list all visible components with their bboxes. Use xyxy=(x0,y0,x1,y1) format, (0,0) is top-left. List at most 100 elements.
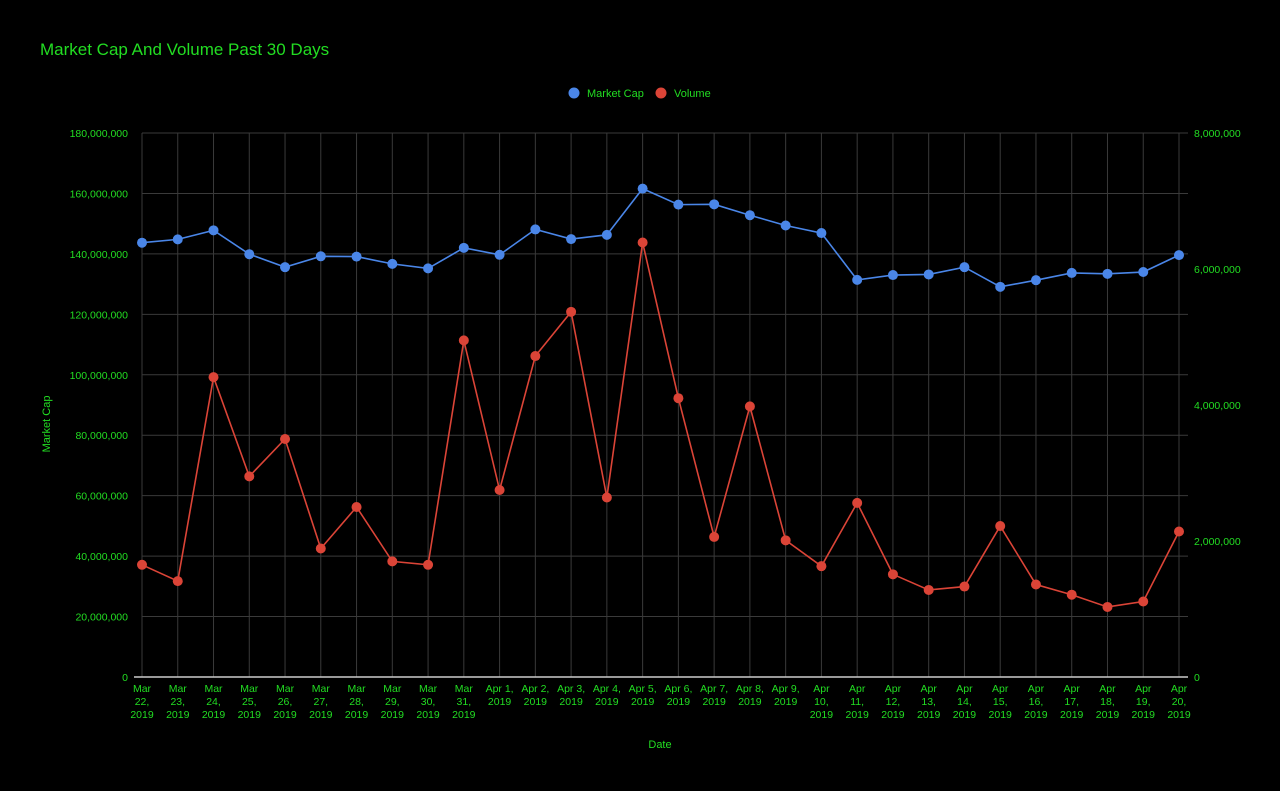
data-point xyxy=(709,199,720,210)
y2-tick-label: 2,000,000 xyxy=(1194,536,1241,548)
data-point xyxy=(709,531,720,542)
data-point xyxy=(494,485,505,495)
y-tick-label: 40,000,000 xyxy=(75,551,128,563)
data-point xyxy=(351,251,362,262)
data-point xyxy=(637,237,648,248)
data-point xyxy=(1174,526,1184,537)
x-tick-label: Apr 13, 2019 xyxy=(917,683,941,721)
data-point xyxy=(208,372,219,383)
y-tick-label: 100,000,000 xyxy=(70,370,129,382)
data-point xyxy=(1066,267,1077,278)
x-tick-label: Apr 15, 2019 xyxy=(989,683,1013,721)
data-point xyxy=(208,225,219,236)
data-point xyxy=(1102,268,1113,279)
data-point xyxy=(458,335,469,346)
data-point xyxy=(601,229,612,240)
x-tick-label: Apr 2, 2019 xyxy=(521,683,549,708)
data-point xyxy=(387,258,398,269)
data-point xyxy=(780,535,791,546)
x-tick-label: Apr 8, 2019 xyxy=(736,683,764,708)
data-point xyxy=(494,249,505,260)
series-line xyxy=(141,242,1180,608)
data-point xyxy=(887,270,898,281)
data-point xyxy=(816,228,827,239)
x-tick-label: Mar 24, 2019 xyxy=(202,683,226,721)
x-tick-label: Mar 25, 2019 xyxy=(238,683,262,721)
data-point xyxy=(959,262,970,273)
series-lines xyxy=(141,187,1180,608)
y2-tick-label: 8,000,000 xyxy=(1194,128,1241,140)
data-point xyxy=(137,237,147,248)
data-point xyxy=(280,434,291,444)
data-point xyxy=(1138,596,1149,607)
y-tick-label: 60,000,000 xyxy=(75,491,128,503)
series-points xyxy=(137,183,1184,612)
data-point xyxy=(995,281,1006,292)
data-point xyxy=(852,497,863,508)
data-point xyxy=(959,581,970,592)
data-point xyxy=(530,224,541,235)
data-point xyxy=(530,351,541,362)
data-point xyxy=(816,561,827,572)
y-axis-title: Market Cap xyxy=(41,396,53,453)
data-point xyxy=(1030,275,1041,286)
y-tick-label: 120,000,000 xyxy=(70,309,129,321)
x-tick-label: Mar 26, 2019 xyxy=(273,683,297,721)
x-tick-label: Apr 14, 2019 xyxy=(953,683,977,721)
data-point xyxy=(280,262,291,273)
data-point xyxy=(673,199,684,210)
legend-marker xyxy=(655,87,667,99)
axes: 0 20,000,000 40,000,000 60,000,000 80,000,00… xyxy=(70,128,1241,721)
y2-tick-label: 6,000,000 xyxy=(1194,264,1241,276)
data-point xyxy=(744,401,755,412)
data-point xyxy=(423,559,434,570)
data-point xyxy=(172,576,183,587)
x-tick-label: Mar 27, 2019 xyxy=(309,683,333,721)
y-tick-label: 160,000,000 xyxy=(70,188,129,200)
chart-title: Market Cap And Volume Past 30 Days xyxy=(40,40,330,59)
y2-tick-label: 4,000,000 xyxy=(1194,400,1241,412)
x-tick-label: Mar 28, 2019 xyxy=(345,683,369,721)
data-point xyxy=(637,183,648,194)
x-tick-label: Apr 12, 2019 xyxy=(881,683,905,721)
x-tick-label: Apr 16, 2019 xyxy=(1024,683,1048,721)
x-tick-label: Apr 10, 2019 xyxy=(810,683,834,721)
data-point xyxy=(351,502,362,512)
x-tick-label: Apr 11, 2019 xyxy=(845,683,869,721)
y-tick-label: 180,000,000 xyxy=(70,128,129,140)
data-point xyxy=(423,263,434,274)
x-tick-label: Apr 6, 2019 xyxy=(664,683,692,708)
x-tick-label: Apr 17, 2019 xyxy=(1060,683,1084,721)
data-point xyxy=(995,521,1006,532)
x-tick-label: Mar 31, 2019 xyxy=(452,683,476,721)
data-point xyxy=(1030,579,1041,590)
data-point xyxy=(172,234,183,245)
y-tick-label: 20,000,000 xyxy=(75,612,128,624)
data-point xyxy=(244,471,255,482)
data-point xyxy=(458,242,469,253)
data-point xyxy=(137,559,147,570)
y-tick-label: 80,000,000 xyxy=(75,430,128,442)
x-tick-label: Mar 30, 2019 xyxy=(416,683,440,721)
x-tick-label: Mar 29, 2019 xyxy=(381,683,405,721)
data-point xyxy=(315,251,326,262)
x-axis-title: Date xyxy=(648,739,671,751)
grid xyxy=(141,132,1188,677)
x-tick-label: Apr 3, 2019 xyxy=(557,683,585,708)
x-tick-label: Apr 7, 2019 xyxy=(700,683,728,708)
data-point xyxy=(1174,250,1184,261)
data-point xyxy=(923,269,934,280)
x-tick-label: Mar 22, 2019 xyxy=(130,683,154,721)
data-point xyxy=(852,274,863,285)
data-point xyxy=(744,210,755,221)
data-point xyxy=(387,556,398,567)
x-tick-label: Mar 23, 2019 xyxy=(166,683,190,721)
legend-label: Market Cap xyxy=(587,88,644,100)
data-point xyxy=(566,234,577,245)
x-tick-label: Apr 4, 2019 xyxy=(593,683,621,708)
data-point xyxy=(780,220,791,231)
series-line xyxy=(141,187,1180,288)
x-tick-label: Apr 20, 2019 xyxy=(1167,683,1191,721)
data-point xyxy=(1066,589,1077,600)
